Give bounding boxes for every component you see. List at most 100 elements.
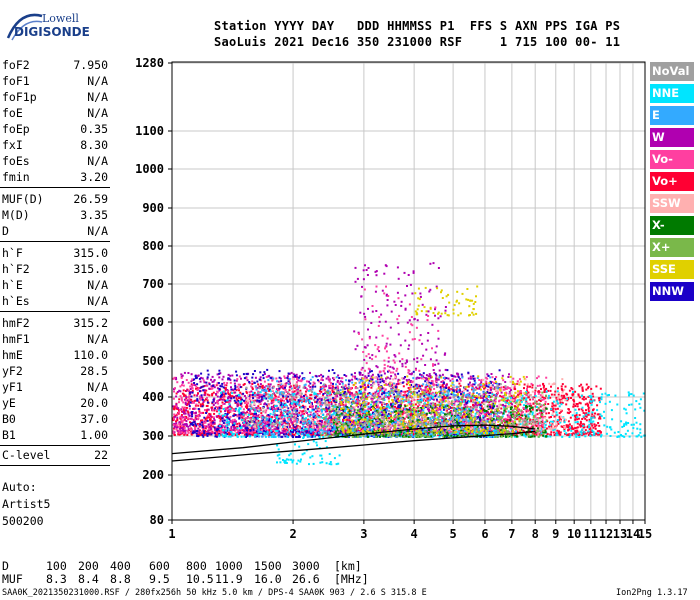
echo-point [181, 381, 184, 384]
echo-point [229, 381, 232, 384]
echo-point [390, 415, 392, 418]
logo-line2: DIGISONDE [14, 25, 90, 39]
echo-point [437, 428, 440, 431]
echo-point [221, 431, 224, 434]
echo-point [427, 375, 430, 378]
echo-point [417, 394, 420, 397]
echo-point [209, 418, 212, 421]
echo-point [470, 400, 472, 403]
echo-point [241, 425, 244, 428]
param-value: N/A [87, 154, 108, 168]
echo-point [264, 427, 267, 429]
echo-point [245, 403, 248, 406]
echo-point [266, 407, 269, 410]
echo-point [516, 417, 519, 420]
echo-point [469, 381, 471, 384]
echo-point [482, 416, 485, 419]
echo-point [421, 384, 424, 387]
echo-point [268, 429, 271, 432]
echo-point [327, 377, 330, 380]
echo-point [209, 422, 212, 425]
echo-point [299, 409, 302, 412]
echo-point [298, 375, 301, 378]
echo-point [351, 415, 354, 418]
echo-point [578, 408, 580, 411]
echo-point [385, 377, 388, 380]
echo-point [268, 388, 271, 391]
echo-point [540, 388, 542, 391]
echo-point [228, 393, 231, 396]
echo-point [326, 432, 329, 435]
echo-point [577, 393, 580, 396]
echo-point [504, 381, 507, 383]
echo-point [569, 416, 572, 419]
echo-point [395, 383, 398, 386]
echo-point [279, 377, 282, 380]
echo-point [513, 385, 516, 388]
echo-point [209, 426, 212, 429]
echo-point [509, 415, 511, 418]
param-name: fmin [2, 170, 30, 184]
echo-point [499, 394, 502, 397]
echo-point [318, 434, 321, 437]
echo-point [318, 410, 321, 413]
echo-point [539, 394, 542, 397]
echo-point [233, 382, 236, 385]
echo-point [518, 378, 521, 381]
echo-point [454, 375, 457, 378]
echo-point [375, 420, 378, 423]
echo-point [180, 431, 183, 434]
echo-point [319, 386, 322, 389]
echo-point [293, 433, 296, 436]
echo-point [513, 431, 516, 433]
echo-point [191, 386, 193, 389]
echo-point [280, 399, 282, 402]
echo-point [186, 410, 189, 413]
echo-point [267, 387, 269, 390]
echo-point [199, 434, 202, 436]
echo-point [480, 381, 483, 384]
echo-point [450, 412, 453, 415]
echo-point [245, 377, 248, 380]
echo-point [423, 376, 426, 379]
echo-point [319, 382, 322, 385]
echo-point [206, 431, 209, 434]
echo-point [280, 417, 283, 420]
echo-point [515, 412, 518, 415]
echo-point [433, 414, 436, 417]
echo-point [362, 421, 365, 424]
echo-point [246, 401, 249, 404]
echo-point [456, 387, 458, 390]
echo-point [507, 387, 510, 390]
echo-point [251, 427, 254, 430]
echo-point [377, 383, 380, 386]
echo-point [279, 413, 282, 416]
echo-point [304, 405, 307, 408]
echo-point [411, 412, 414, 415]
echo-point [582, 411, 585, 414]
echo-point [242, 431, 245, 434]
echo-point [348, 419, 351, 422]
echo-point [541, 416, 544, 419]
echo-point [190, 380, 193, 383]
echo-point [217, 414, 220, 417]
echo-point [538, 412, 541, 414]
echo-point [252, 415, 255, 418]
echo-point [209, 432, 212, 435]
echo-point [473, 387, 476, 390]
echo-point [363, 387, 366, 390]
echo-point [464, 400, 467, 403]
echo-point [594, 412, 596, 415]
echo-point [505, 388, 508, 390]
echo-point [286, 375, 289, 378]
echo-point [267, 383, 270, 386]
echo-point [468, 411, 471, 414]
echo-point [566, 426, 569, 429]
echo-point [288, 398, 291, 401]
param-row: B1 1.00 [2, 428, 108, 444]
echo-point [553, 393, 556, 396]
echo-point [183, 418, 186, 421]
echo-point [442, 419, 445, 422]
echo-point [580, 408, 583, 411]
echo-point [578, 401, 581, 404]
